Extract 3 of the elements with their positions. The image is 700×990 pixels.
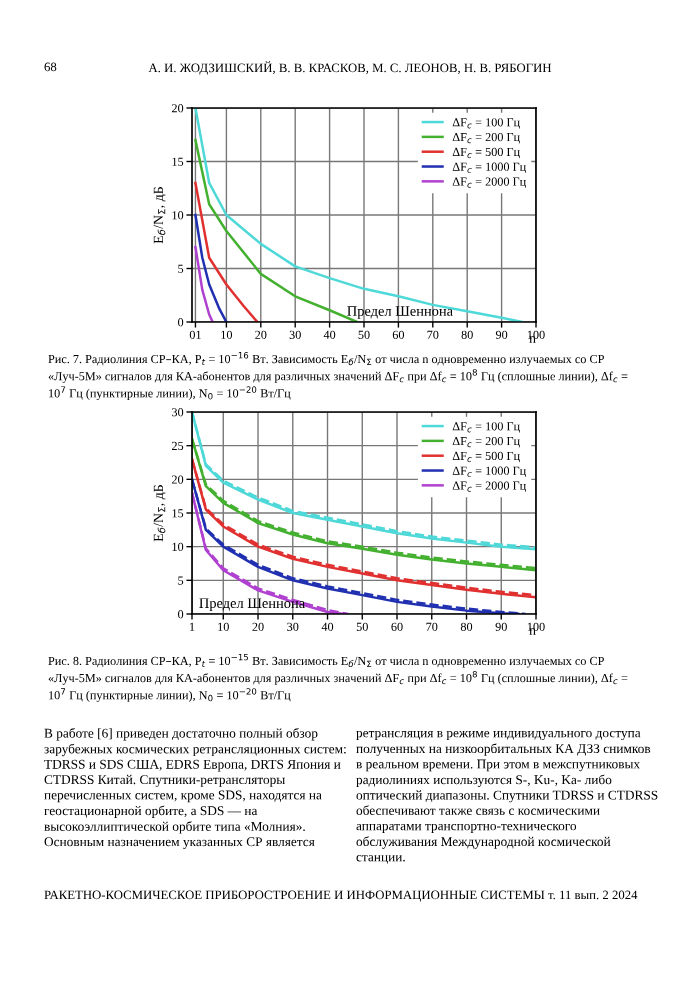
line-series: [194, 213, 228, 322]
line-series: [194, 245, 214, 322]
line-series: [194, 181, 259, 322]
